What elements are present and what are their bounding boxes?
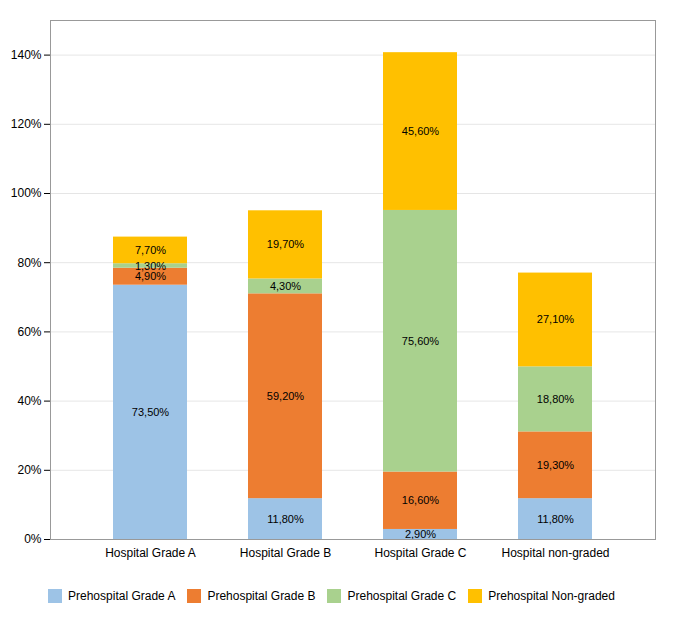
svg-text:0%: 0% [24, 532, 42, 546]
svg-text:73,50%: 73,50% [132, 406, 170, 418]
svg-text:60%: 60% [17, 325, 41, 339]
svg-text:59,20%: 59,20% [267, 390, 305, 402]
svg-text:4,90%: 4,90% [135, 270, 166, 282]
svg-text:11,80%: 11,80% [537, 513, 574, 525]
html-text:Prehospital Grade A: Prehospital Grade A [68, 588, 176, 603]
svg-text:75,60%: 75,60% [402, 335, 440, 347]
svg-text:11,80%: 11,80% [267, 513, 304, 525]
svg-text:40%: 40% [17, 394, 41, 408]
svg-text:45,60%: 45,60% [402, 125, 440, 137]
svg-text:80%: 80% [17, 256, 41, 270]
svg-text:120%: 120% [11, 117, 42, 131]
svg-text:100%: 100% [11, 186, 42, 200]
svg-text:Hospital Grade A: Hospital Grade A [105, 546, 196, 560]
svg-text:20%: 20% [17, 463, 41, 477]
svg-text:27,10%: 27,10% [537, 313, 575, 325]
html-text:Prehospital Grade C: Prehospital Grade C [347, 588, 457, 603]
svg-text:2,90%: 2,90% [405, 528, 436, 540]
svg-text:18,80%: 18,80% [537, 393, 575, 405]
svg-text:Hospital Grade B: Hospital Grade B [240, 546, 331, 560]
svg-text:Hospital Grade C: Hospital Grade C [374, 546, 466, 560]
svg-text:7,70%: 7,70% [135, 244, 166, 256]
svg-text:19,30%: 19,30% [537, 459, 575, 471]
svg-text:4,30%: 4,30% [270, 280, 301, 292]
svg-text:140%: 140% [11, 48, 42, 62]
html-text:Prehospital Non-graded: Prehospital Non-graded [488, 588, 615, 603]
svg-text:19,70%: 19,70% [267, 238, 305, 250]
html-text:Prehospital Grade B: Prehospital Grade B [207, 588, 316, 603]
svg-text:16,60%: 16,60% [402, 494, 440, 506]
svg-text:1,30%: 1,30% [135, 260, 166, 272]
svg-text:Hospital non-graded: Hospital non-graded [501, 546, 609, 560]
